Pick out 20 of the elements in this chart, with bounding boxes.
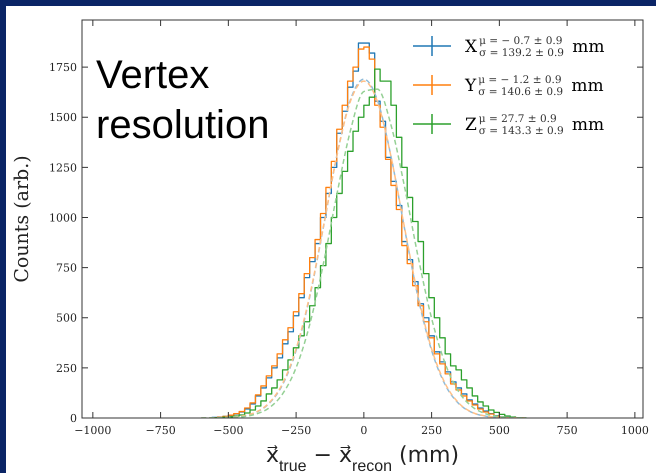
x-tick-label: 250 — [421, 424, 442, 437]
x-tick-label: −500 — [213, 424, 244, 437]
y-tick-label: 1000 — [49, 211, 77, 224]
x-tick-label: −750 — [145, 424, 176, 437]
annotation: Vertex resolution — [96, 53, 270, 147]
y-tick-label: 250 — [56, 362, 77, 375]
y-tick-label: 1750 — [49, 61, 77, 74]
x-tick-label: 750 — [556, 424, 578, 437]
y-tick-label: 500 — [56, 312, 77, 325]
x-tick-label: 1000 — [620, 424, 649, 437]
x-tick-label: −250 — [280, 424, 312, 437]
y-axis-title: Counts (arb.) — [11, 155, 33, 283]
y-tick-label: 0 — [70, 412, 77, 425]
y-tick-label: 1500 — [49, 111, 77, 124]
y-tick-label: 1250 — [49, 161, 77, 174]
x-tick-label: −1000 — [74, 424, 112, 437]
y-tick-label: 750 — [56, 262, 77, 275]
x-tick-label: 0 — [360, 424, 368, 437]
x-axis-title: x⃗$_{true}$ − x⃗$_{recon}$ (mm) — [266, 443, 460, 473]
x-tick-label: 500 — [488, 424, 510, 437]
